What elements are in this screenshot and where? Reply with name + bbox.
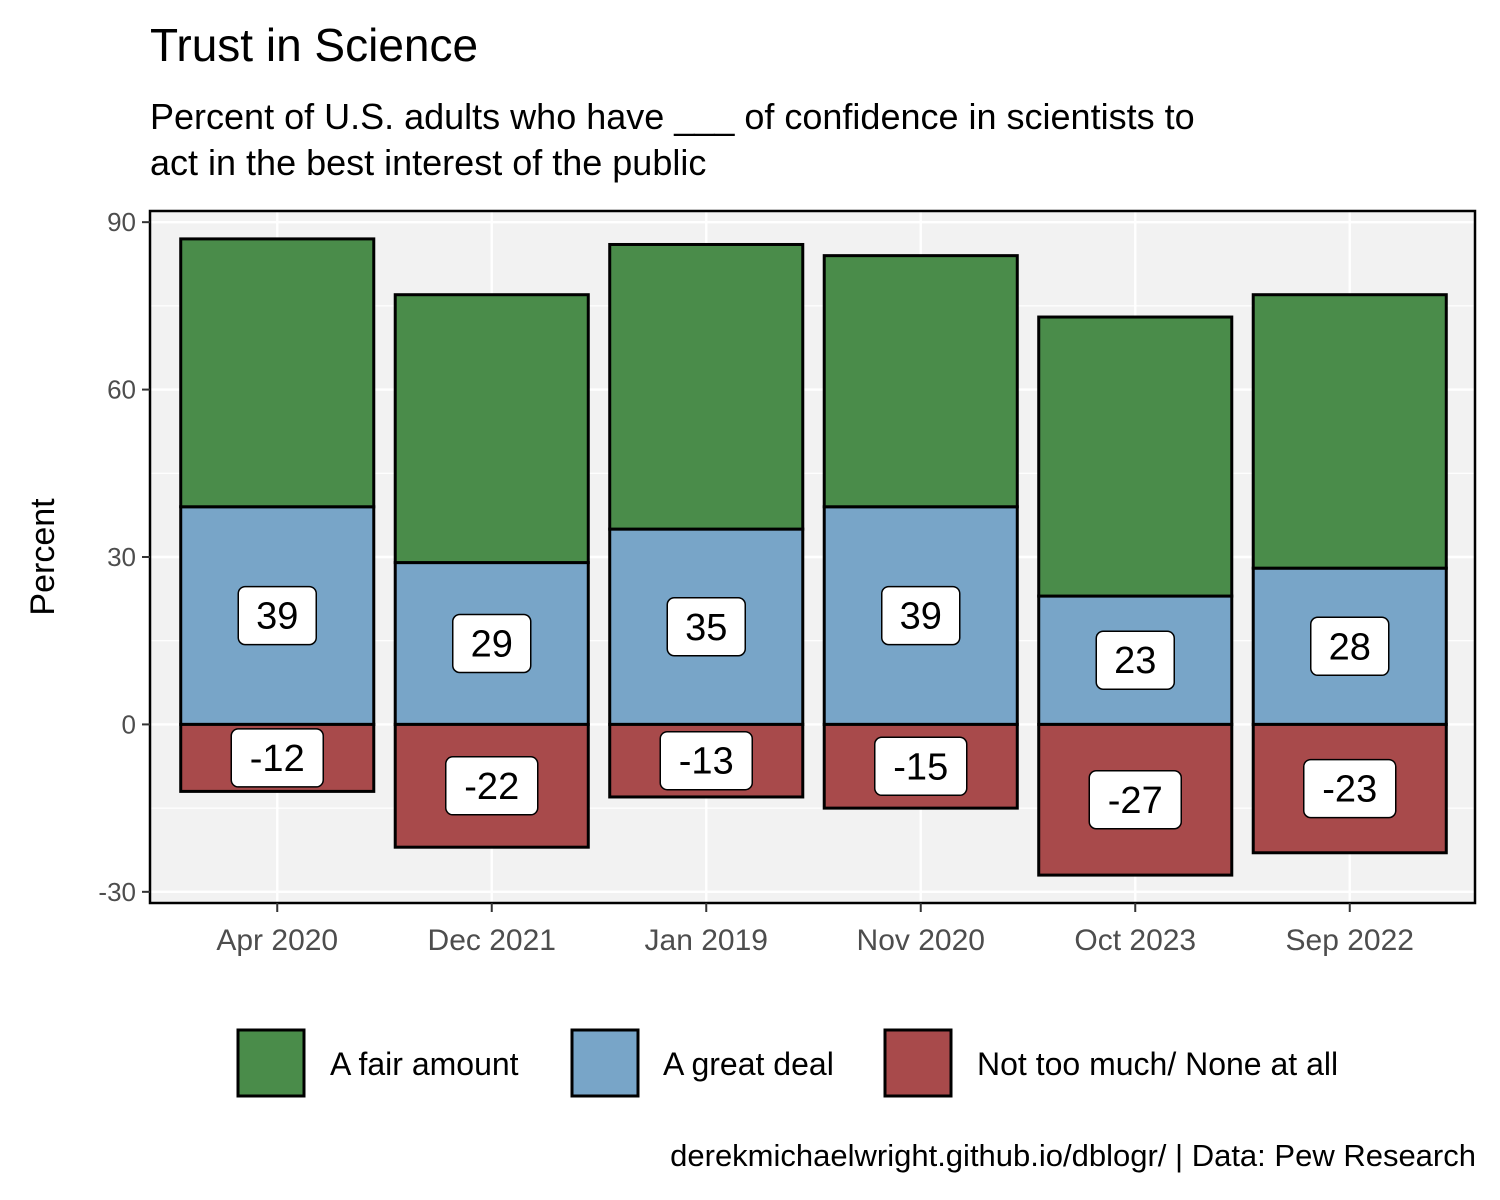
legend-label: A fair amount [330, 1046, 519, 1082]
bar-fair-amount [1037, 315, 1234, 598]
data-label-text: -23 [1322, 769, 1377, 811]
data-label-box [881, 585, 961, 646]
data-label-not-too-much: -12 [230, 728, 324, 788]
x-tick-label: Sep 2022 [1286, 924, 1414, 957]
data-label-great-deal: 23 [1095, 630, 1175, 690]
data-label-text: -27 [1108, 780, 1163, 822]
bar-fair-amount [1251, 293, 1448, 570]
chart-subtitle-line-2: act in the best interest of the public [150, 142, 707, 183]
data-label-box [1088, 770, 1182, 830]
data-label-great-deal: 39 [881, 585, 961, 646]
data-label-text: 39 [900, 596, 942, 638]
data-label-text: -12 [250, 738, 305, 780]
x-tick-label: Oct 2023 [1074, 924, 1196, 957]
y-tick-label: 60 [107, 375, 136, 405]
bar-fair-amount [822, 254, 1019, 509]
x-tick-label: Jan 2019 [645, 924, 768, 957]
y-axis-title: Percent [24, 498, 62, 616]
data-label-box [659, 730, 753, 791]
data-label-box [1310, 616, 1390, 677]
chart-subtitle-line-1: Percent of U.S. adults who have ___ of c… [150, 96, 1195, 137]
chart-title: Trust in Science [150, 19, 479, 71]
bar-not-too-much [1037, 722, 1234, 877]
bar-fair-amount [608, 242, 805, 531]
data-label-box [666, 597, 746, 657]
data-label-not-too-much: -23 [1303, 758, 1397, 819]
data-label-text: 35 [685, 607, 727, 649]
y-tick-label: 0 [122, 709, 136, 739]
data-label-box [1303, 758, 1397, 819]
bar-fair-amount [179, 237, 376, 509]
legend-item: Not too much/ None at all [883, 1028, 1338, 1098]
data-label-text: -15 [893, 746, 948, 788]
data-label-box [874, 736, 968, 797]
data-label-not-too-much: -15 [874, 736, 968, 797]
data-label-box [230, 728, 324, 788]
data-label-not-too-much: -13 [659, 730, 753, 791]
legend-label: A great deal [663, 1046, 834, 1082]
data-label-not-too-much: -27 [1088, 770, 1182, 830]
x-tick-label: Dec 2021 [428, 924, 556, 957]
legend-item: A great deal [570, 1028, 834, 1098]
data-label-box [452, 613, 532, 674]
data-label-not-too-much: -22 [445, 756, 539, 816]
data-label-great-deal: 39 [237, 585, 317, 646]
data-label-text: 28 [1329, 626, 1371, 668]
data-label-box [445, 756, 539, 816]
data-label-great-deal: 28 [1310, 616, 1390, 677]
legend-key [236, 1028, 306, 1098]
data-label-text: 39 [256, 596, 298, 638]
y-tick-label: -30 [98, 877, 136, 907]
x-tick-label: Apr 2020 [216, 924, 338, 957]
data-label-great-deal: 29 [452, 613, 532, 674]
data-label-box [237, 585, 317, 646]
y-tick-label: 90 [107, 207, 136, 237]
chart-caption: derekmichaelwright.github.io/dblogr/ | D… [670, 1138, 1476, 1173]
y-tick-label: 30 [107, 542, 136, 572]
bar-fair-amount [393, 293, 590, 565]
data-label-text: 29 [471, 624, 513, 666]
data-label-great-deal: 35 [666, 597, 746, 657]
data-label-text: 23 [1114, 640, 1156, 682]
legend-key [570, 1028, 640, 1098]
data-label-text: -22 [464, 766, 519, 808]
data-label-text: -13 [679, 741, 734, 783]
legend-label: Not too much/ None at all [977, 1046, 1338, 1082]
x-tick-label: Nov 2020 [857, 924, 985, 957]
legend-key [883, 1028, 953, 1098]
data-label-box [1095, 630, 1175, 690]
chart-subtitle: Percent of U.S. adults who have ___ of c… [150, 94, 1490, 186]
legend-item: A fair amount [236, 1028, 519, 1098]
